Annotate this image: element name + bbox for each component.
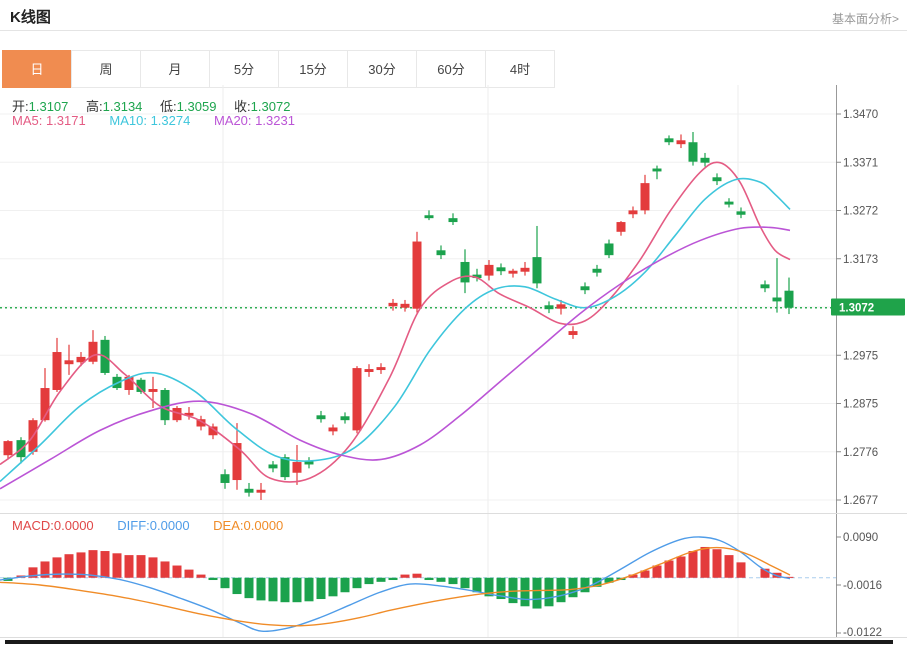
macd-legend: MACD:0.0000 DIFF:0.0000 DEA:0.0000 — [12, 518, 283, 533]
low-label: 低: — [160, 99, 177, 114]
macd-panel-divider — [0, 513, 907, 514]
tab-day[interactable]: 日 — [2, 50, 72, 88]
diff-value-legend: DIFF:0.0000 — [117, 518, 190, 533]
dea-value-legend: DEA:0.0000 — [213, 518, 284, 533]
fundamental-analysis-link[interactable]: 基本面分析> — [831, 12, 899, 26]
close-label: 收: — [234, 99, 251, 114]
axis-label: 1.2975 — [843, 351, 878, 363]
tab-month[interactable]: 月 — [140, 50, 210, 88]
ma5-line — [0, 161, 791, 483]
current-price-badge: 1.3072 — [831, 298, 905, 316]
macd-value-legend: MACD:0.0000 — [12, 518, 94, 533]
tab-week[interactable]: 周 — [71, 50, 141, 88]
dea-line — [0, 546, 791, 627]
close-value: 1.3072 — [250, 99, 291, 114]
axis-label: 1.3173 — [843, 254, 878, 266]
low-value: 1.3059 — [176, 99, 217, 114]
macd-y-axis-labels: 0.0090 -0.0016 -0.0122 — [843, 532, 882, 639]
ohlc-row: 开:1.3107 高:1.3134 低:1.3059 收:1.3072 — [12, 96, 290, 115]
tab-30min[interactable]: 30分 — [347, 50, 417, 88]
open-label: 开: — [12, 99, 29, 114]
axis-label: 1.3371 — [843, 158, 878, 170]
axis-label: 1.3470 — [843, 109, 878, 121]
header-divider — [0, 30, 907, 31]
macd-panel-bottom-border — [0, 637, 907, 638]
ma20-legend: MA20: 1.3231 — [213, 113, 295, 128]
axis-label: -0.0016 — [843, 580, 882, 592]
axis-label: 1.3272 — [843, 206, 878, 218]
ma-legend: MA5: 1.3171 MA10: 1.3274 MA20: 1.3231 — [12, 113, 295, 128]
ma10-line — [0, 177, 791, 483]
timeframe-tabs: 日 周 月 5分 15分 30分 60分 4时 — [2, 50, 555, 88]
high-label: 高: — [86, 99, 103, 114]
current-price-badge-text: 1.3072 — [839, 303, 874, 315]
bottom-scrollbar[interactable] — [5, 640, 893, 644]
tab-4hour[interactable]: 4时 — [485, 50, 555, 88]
ma10-legend: MA10: 1.3274 — [109, 113, 191, 128]
diff-line — [0, 536, 791, 633]
axis-label: 1.2776 — [843, 447, 878, 459]
main-y-axis-labels: 1.3470 1.3371 1.3272 1.3173 1.2975 1.287… — [843, 109, 878, 507]
tab-15min[interactable]: 15分 — [278, 50, 348, 88]
axis-label: 1.2677 — [843, 495, 878, 507]
ma20-line — [0, 226, 791, 490]
axis-label: 1.2875 — [843, 399, 878, 411]
open-value: 1.3107 — [28, 99, 69, 114]
axis-label: 0.0090 — [843, 532, 878, 544]
candles — [3, 132, 794, 500]
ma5-legend: MA5: 1.3171 — [12, 113, 86, 128]
high-value: 1.3134 — [102, 99, 143, 114]
tab-60min[interactable]: 60分 — [416, 50, 486, 88]
page-title: K线图 — [10, 9, 51, 26]
tab-5min[interactable]: 5分 — [209, 50, 279, 88]
axis-label: -0.0122 — [843, 627, 882, 639]
